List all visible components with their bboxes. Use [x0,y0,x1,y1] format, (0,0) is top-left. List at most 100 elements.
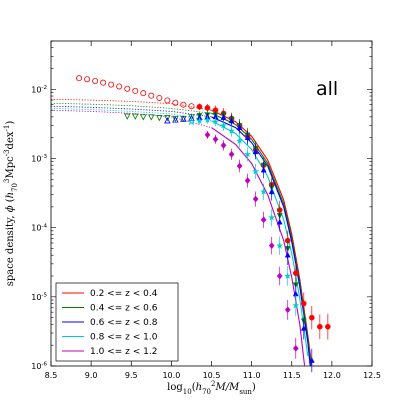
axis-ticks: 8.5 9.0 9.5 10.0 10.5 11.0 11.5 12.0 12.5 10-6 10-… [31,40,381,380]
point-0p8-z-1p0 [292,301,300,309]
point-incomplete-0p4-z-0p6 [156,115,163,122]
point-1p0-z-1p2 [252,195,259,203]
point-0p6-z-0p8 [244,134,251,140]
point-0p8-z-1p0 [252,167,260,175]
point-incomplete-0p2-z-0p4 [84,76,91,83]
point-incomplete-0p2-z-0p4 [188,103,195,110]
point-0p8-z-1p0 [227,127,236,135]
curve-fit-0p6-z-0p8 [211,116,311,367]
x-tick-label: 11.5 [283,371,301,380]
point-0p8-z-1p0 [235,137,244,144]
point-incomplete-0p8-z-1p0 [187,117,196,126]
x-axis-label-text: log10(h702M/Msun) [167,380,256,396]
point-0p6-z-0p8 [268,188,275,195]
point-incomplete-0p4-z-0p6 [148,114,155,121]
legend-label-0p4-z-0p6: 0.4 <= z < 0.6 [90,304,158,314]
point-0p8-z-1p0 [211,117,220,125]
point-0p8-z-1p0 [203,116,212,124]
point-incomplete-0p4-z-0p6 [164,115,171,122]
point-1p0-z-1p2 [204,131,211,139]
x-tick-label: 11.0 [243,371,261,380]
curve-fit-0p8-z-1p0 [211,120,309,356]
point-1p0-z-1p2 [244,177,251,184]
point-0p6-z-0p8 [220,114,227,120]
x-axis-label: log10(h702M/Msun) [167,380,256,396]
point-incomplete-0p2-z-0p4 [172,99,179,106]
y-tick-label: 10-6 [31,362,47,371]
point-1p0-z-1p2 [284,306,291,314]
point-0p2-z-0p4 [196,103,203,110]
y-tick-label: 10-3 [31,154,47,163]
point-0p6-z-0p8 [260,166,267,173]
point-incomplete-0p4-z-0p6 [140,114,147,121]
point-incomplete-0p4-z-0p6 [123,113,131,120]
legend-label-0p6-z-0p8: 0.6 <= z < 0.8 [90,318,158,328]
point-incomplete-0p2-z-0p4 [164,97,171,104]
point-1p0-z-1p2 [260,216,267,224]
curve-extrapolated-1p0-z-1p2 [50,109,212,128]
point-0p8-z-1p0 [195,117,204,124]
point-0p8-z-1p0 [219,121,228,129]
point-0p2-z-0p4 [204,105,211,111]
point-1p0-z-1p2 [268,242,275,250]
point-1p0-z-1p2 [228,150,235,158]
point-incomplete-0p2-z-0p4 [148,92,155,99]
chart-annotation: all [316,78,338,100]
x-tick-label: 12.0 [323,371,341,380]
y-tick-label: 10-5 [31,292,47,301]
y-tick-label: 10-2 [31,85,47,94]
point-1p0-z-1p2 [292,344,299,352]
x-tick-label: 12.5 [363,371,381,380]
point-0p2-z-0p4 [317,323,323,330]
x-tick-label: 10.5 [203,371,221,380]
point-0p6-z-0p8 [252,148,259,155]
point-0p2-z-0p4 [309,314,315,321]
point-incomplete-0p6-z-0p8 [172,116,179,123]
point-0p6-z-0p8 [276,218,283,225]
point-0p6-z-0p8 [236,124,243,130]
point-incomplete-0p2-z-0p4 [100,79,107,86]
legend: 0.2 <= z < 0.4 0.4 <= z < 0.6 0.6 <= z < 0… [55,282,179,362]
point-0p6-z-0p8 [284,251,291,258]
point-0p8-z-1p0 [268,213,276,221]
point-0p2-z-0p4 [325,323,331,330]
point-incomplete-0p2-z-0p4 [132,87,139,94]
point-0p6-z-0p8 [228,117,235,124]
point-0p8-z-1p0 [243,150,252,158]
point-incomplete-0p6-z-0p8 [188,114,195,121]
point-0p6-z-0p8 [308,357,315,363]
point-0p8-z-1p0 [276,241,284,249]
x-tick-label: 10.0 [162,371,180,380]
point-incomplete-0p6-z-0p8 [164,117,171,124]
legend-label-0p8-z-1p0: 0.8 <= z < 1.0 [90,333,158,343]
point-1p0-z-1p2 [220,141,227,149]
point-incomplete-0p2-z-0p4 [156,94,163,101]
legend-label-0p2-z-0p4: 0.2 <= z < 0.4 [90,289,158,299]
point-incomplete-0p2-z-0p4 [76,75,83,82]
point-incomplete-0p2-z-0p4 [140,90,147,97]
point-incomplete-0p2-z-0p4 [108,81,115,88]
y-axis-label: space density, ϕ (h703Mpc-3dex-1) [3,121,19,287]
point-incomplete-0p2-z-0p4 [116,83,123,90]
y-axis-label-text: space density, ϕ (h703Mpc-3dex-1) [3,121,19,287]
point-1p0-z-1p2 [276,272,283,280]
point-0p6-z-0p8 [300,325,307,331]
x-tick-label: 8.5 [45,371,58,380]
point-incomplete-0p2-z-0p4 [180,101,187,108]
legend-label-1p0-z-1p2: 1.0 <= z < 1.2 [90,347,157,357]
point-1p0-z-1p2 [212,135,219,143]
y-tick-label: 10-4 [31,223,47,232]
point-incomplete-0p6-z-0p8 [180,115,187,122]
data-markers [76,75,331,373]
point-1p0-z-1p2 [236,162,243,170]
point-incomplete-0p2-z-0p4 [92,78,99,85]
x-tick-label: 9.0 [85,371,98,380]
point-0p8-z-1p0 [284,272,292,280]
point-0p2-z-0p4 [300,300,307,307]
curve-fit-1p0-z-1p2 [211,127,306,367]
point-0p8-z-1p0 [260,188,268,195]
x-tick-label: 9.5 [125,371,138,380]
point-incomplete-0p2-z-0p4 [124,85,131,92]
point-incomplete-0p4-z-0p6 [131,113,139,120]
